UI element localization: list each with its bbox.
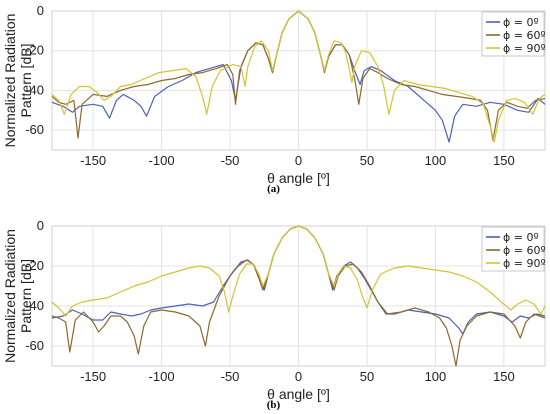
x-tick-label: 150 <box>493 369 515 384</box>
x-tick-label: 100 <box>425 153 447 168</box>
series-line-2 <box>51 10 546 143</box>
y-axis-label-line2: Pattern [dB] <box>18 44 34 118</box>
series-line-2 <box>51 225 546 317</box>
y-axis-label-line1: Normalized Radiation <box>2 229 18 363</box>
chart-panel-a: -150 -100 -50 0 50 100 150 0 -20 -40 -60 θ angle [… <box>2 3 546 195</box>
y-tick-label: -60 <box>25 122 44 137</box>
tick-labels: -150 -100 -50 0 50 100 150 0 -20 -40 -60 <box>25 218 515 384</box>
y-axis-label-line2: Pattern [dB] <box>18 259 34 333</box>
x-tick-label: -150 <box>80 153 106 168</box>
y-tick-label: -20 <box>25 43 44 58</box>
legend-entry: ϕ = 60º <box>503 29 546 42</box>
y-tick-label: -40 <box>25 298 44 313</box>
x-tick-label: 0 <box>295 153 302 168</box>
x-axis-label: θ angle [º] <box>267 170 330 186</box>
panel-caption-b: (b) <box>267 399 281 411</box>
y-tick-label: -60 <box>25 338 44 353</box>
tick-labels: -150 -100 -50 0 50 100 150 0 -20 -40 -60 <box>25 3 515 168</box>
y-tick-label: -40 <box>25 82 44 97</box>
y-tick-label: 0 <box>37 218 44 233</box>
x-tick-label: -100 <box>149 369 175 384</box>
legend-entry: ϕ = 0º <box>503 16 539 29</box>
x-axis-label: θ angle [º] <box>267 386 330 402</box>
x-tick-label: -50 <box>221 369 240 384</box>
x-tick-label: 50 <box>360 153 374 168</box>
legend-entry: ϕ = 90º <box>503 42 546 55</box>
x-tick-label: 150 <box>493 153 515 168</box>
x-tick-label: -50 <box>221 153 240 168</box>
chart-panel-b: -150 -100 -50 0 50 100 150 0 -20 -40 -60 θ angle [… <box>2 218 546 411</box>
x-tick-label: 50 <box>360 369 374 384</box>
legend-entry: ϕ = 60º <box>503 244 546 257</box>
y-axis-label-line1: Normalized Radiation <box>2 14 18 148</box>
legend-entry: ϕ = 90º <box>503 257 546 270</box>
legend-entry: ϕ = 0º <box>503 231 539 244</box>
panel-caption-a: (a) <box>267 183 280 195</box>
y-tick-label: -20 <box>25 258 44 273</box>
x-tick-label: 0 <box>295 369 302 384</box>
x-tick-label: 100 <box>425 369 447 384</box>
series-lines <box>51 225 546 367</box>
x-tick-label: -150 <box>80 369 106 384</box>
y-tick-label: 0 <box>37 3 44 18</box>
x-tick-label: -100 <box>149 153 175 168</box>
series-lines <box>51 10 546 143</box>
